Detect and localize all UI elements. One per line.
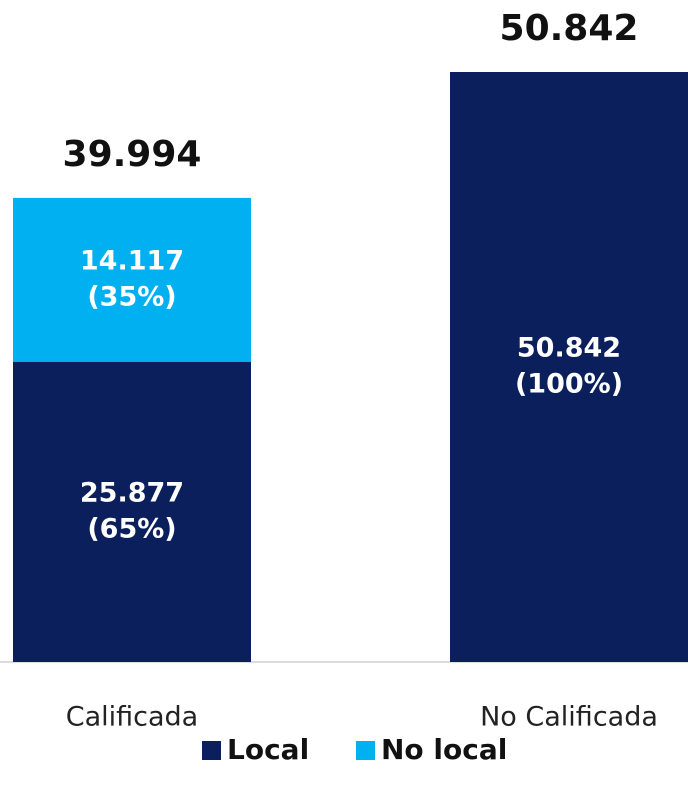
x-tick-label: Calificada (66, 702, 198, 733)
percent-label: (35%) (87, 281, 176, 312)
legend-swatch (356, 741, 375, 760)
value-label: 50.842 (517, 333, 621, 364)
total-label: 50.842 (500, 8, 639, 49)
x-tick-label: No Calificada (480, 702, 658, 733)
legend-label: Local (227, 733, 309, 766)
value-label: 14.117 (80, 245, 184, 276)
total-label: 39.994 (63, 134, 202, 175)
bar-segment (450, 72, 688, 662)
percent-label: (65%) (87, 513, 176, 544)
bar-segment (13, 197, 251, 362)
percent-label: (100%) (515, 369, 623, 400)
value-label: 25.877 (80, 477, 184, 508)
bar-segment (13, 361, 251, 662)
legend-label: No local (381, 733, 507, 766)
legend-swatch (202, 741, 221, 760)
